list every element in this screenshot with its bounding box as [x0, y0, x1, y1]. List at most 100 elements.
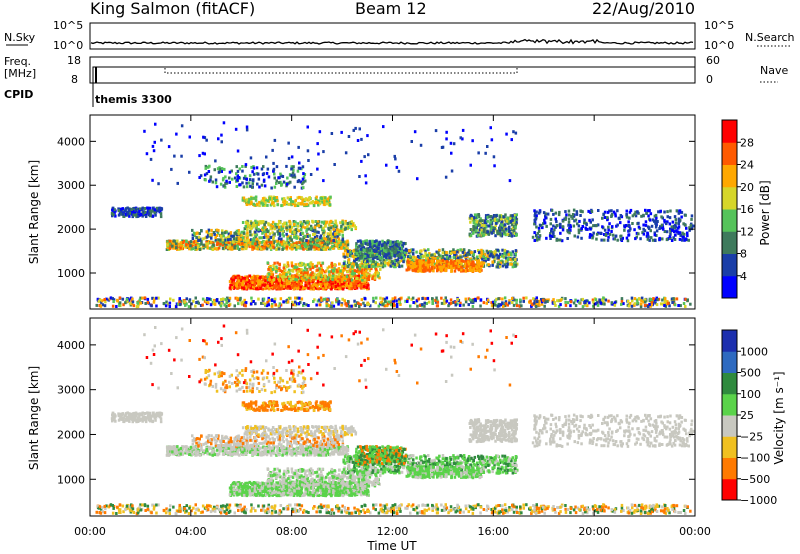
- power-cell: [496, 263, 499, 267]
- power-cell: [365, 286, 368, 289]
- power-cell: [595, 224, 598, 228]
- power-cell: [256, 284, 260, 288]
- power-cell: [362, 240, 365, 244]
- power-cell: [247, 200, 250, 204]
- power-cell: [320, 267, 323, 271]
- power-cell: [559, 231, 562, 235]
- power-cell: [466, 269, 469, 273]
- power-cell: [441, 251, 445, 255]
- power-cell: [490, 253, 493, 257]
- power-cell: [343, 227, 347, 231]
- power-cell: [427, 248, 430, 252]
- power-cell: [263, 240, 266, 244]
- power-cell: [260, 201, 263, 205]
- power-cell: [427, 256, 431, 260]
- power-cell: [168, 247, 172, 250]
- power-cell: [411, 256, 415, 260]
- power-cell: [346, 251, 349, 255]
- power-cell: [460, 268, 463, 272]
- power-cell: [379, 267, 382, 271]
- power-cell: [303, 173, 307, 176]
- power-cell: [336, 285, 339, 289]
- power-cell: [503, 248, 507, 252]
- power-cell: [356, 281, 360, 285]
- power-cell: [688, 228, 691, 232]
- power-cell: [558, 210, 561, 214]
- power-cell: [268, 287, 271, 291]
- power-cell: [429, 259, 433, 263]
- power-cell: [510, 253, 513, 257]
- power-cell: [511, 226, 515, 230]
- power-cell: [589, 227, 592, 231]
- power-cell: [235, 229, 239, 233]
- power-cell: [501, 248, 504, 252]
- power-cell: [406, 256, 410, 260]
- power-cell: [287, 181, 291, 185]
- power-cell: [458, 260, 461, 264]
- power-cell: [564, 210, 567, 214]
- power-cell: [327, 275, 330, 279]
- power-cell: [590, 234, 593, 238]
- power-cell: [334, 219, 337, 223]
- power-cell: [320, 273, 324, 277]
- power-cell: [331, 272, 335, 276]
- power-cell: [331, 268, 334, 272]
- power-cell: [493, 250, 497, 254]
- power-cell: [277, 247, 281, 251]
- power-cell: [269, 226, 273, 230]
- power-cell: [264, 220, 268, 224]
- power-cell: [468, 268, 471, 272]
- power-cell: [684, 213, 687, 217]
- power-cell: [255, 203, 259, 207]
- power-cell: [506, 219, 510, 223]
- power-cell: [140, 208, 144, 212]
- power-cell: [366, 250, 370, 254]
- power-cell: [307, 274, 311, 278]
- power-cell: [674, 225, 678, 229]
- power-cell: [538, 234, 542, 238]
- power-cell: [290, 225, 294, 229]
- power-cell: [411, 268, 414, 272]
- power-cell: [276, 203, 279, 207]
- power-cell: [231, 247, 234, 251]
- power-cell: [217, 229, 220, 232]
- power-cell: [117, 213, 121, 217]
- power-cell: [374, 242, 377, 246]
- power-cell: [578, 219, 581, 223]
- power-cell: [244, 282, 248, 286]
- power-cell: [191, 241, 194, 245]
- power-cell: [551, 235, 554, 238]
- power-cell: [168, 239, 172, 243]
- power-cell: [567, 220, 571, 224]
- power-cell: [360, 252, 364, 256]
- power-cell: [269, 264, 272, 268]
- power-cell: [616, 223, 619, 227]
- power-cell: [503, 251, 506, 255]
- power-cell: [408, 249, 411, 253]
- power-cell: [637, 225, 641, 229]
- power-cell: [487, 263, 490, 267]
- power-cell: [575, 212, 579, 216]
- power-cell: [390, 260, 394, 264]
- power-cell: [245, 177, 249, 181]
- power-cell: [252, 236, 256, 240]
- power-cell: [222, 234, 225, 238]
- power-cell: [309, 261, 313, 265]
- power-cell: [470, 268, 473, 272]
- power-cell: [349, 250, 352, 254]
- power-cell: [223, 238, 226, 242]
- power-cell: [449, 265, 453, 269]
- power-cell: [327, 223, 331, 227]
- power-cell: [546, 212, 550, 216]
- power-cell: [483, 224, 486, 228]
- power-cell: [418, 255, 421, 259]
- power-cell: [241, 198, 245, 202]
- power-cell: [265, 171, 269, 175]
- power-cell: [426, 268, 430, 272]
- power-cell: [228, 244, 232, 248]
- power-cell: [305, 202, 309, 206]
- noise-tick-bottom: 10^0: [53, 39, 83, 52]
- power-cell: [394, 258, 398, 262]
- power-cell: [452, 248, 455, 252]
- power-cell: [300, 261, 304, 265]
